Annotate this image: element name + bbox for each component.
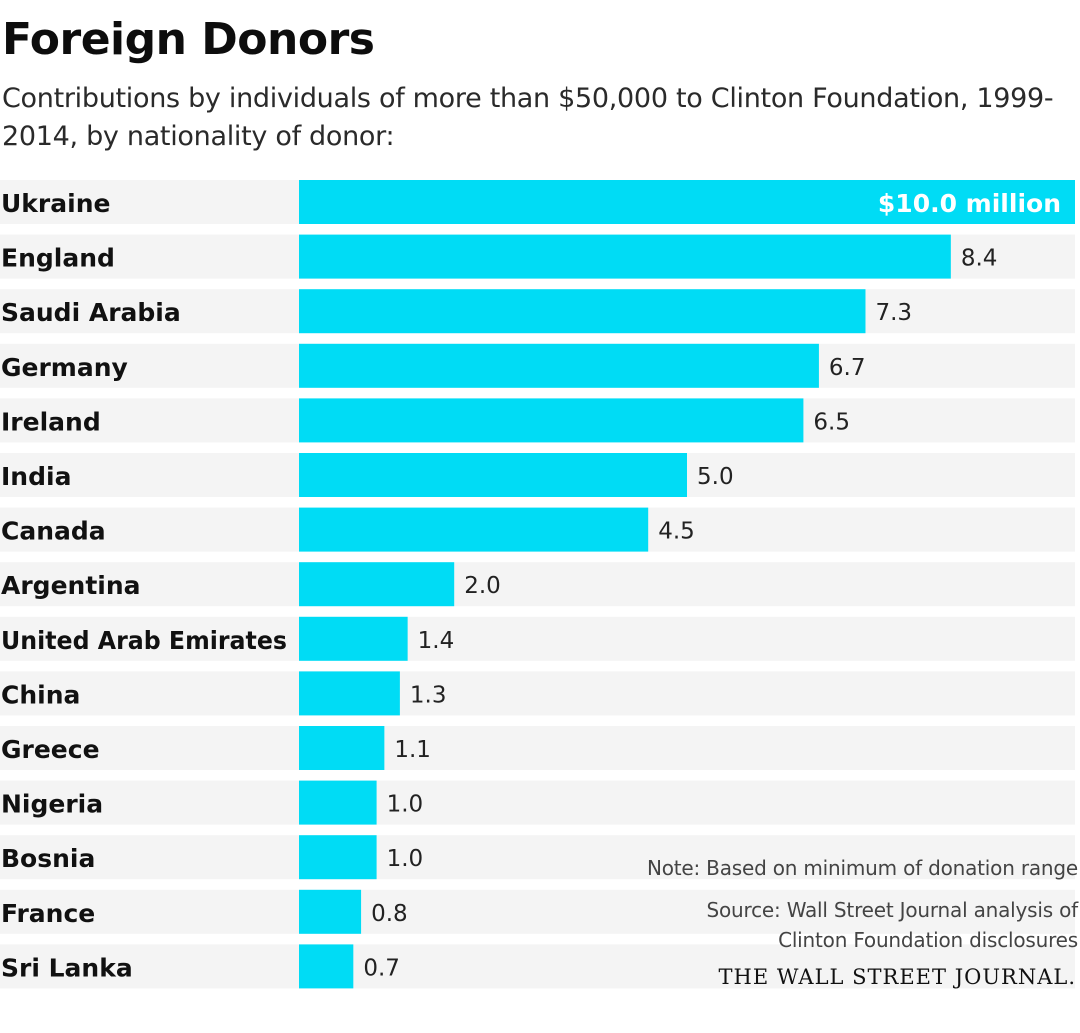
category-label: Ukraine bbox=[1, 189, 110, 218]
chart-subtitle: Contributions by individuals of more tha… bbox=[2, 83, 1054, 152]
category-label: Saudi Arabia bbox=[1, 298, 181, 327]
wsj-logo: THE WALL STREET JOURNAL. bbox=[718, 965, 1076, 989]
source-line-1: Source: Wall Street Journal analysis of bbox=[706, 898, 1079, 922]
note-text: Note: Based on minimum of donation range bbox=[646, 856, 1078, 880]
value-label: 1.1 bbox=[394, 737, 431, 763]
category-label: Argentina bbox=[1, 571, 141, 600]
value-label: 7.3 bbox=[875, 300, 912, 326]
row-band bbox=[0, 562, 1075, 607]
row-band bbox=[0, 835, 1075, 880]
value-label: 8.4 bbox=[961, 246, 998, 272]
value-label: 1.0 bbox=[387, 846, 424, 872]
category-label: China bbox=[1, 680, 80, 709]
bar bbox=[299, 343, 819, 388]
row-band bbox=[0, 780, 1075, 825]
value-label: 2.0 bbox=[464, 573, 501, 599]
chart-title: Foreign Donors bbox=[2, 14, 375, 65]
category-label: India bbox=[1, 462, 71, 491]
category-label: Bosnia bbox=[1, 844, 95, 873]
category-label: Greece bbox=[1, 735, 100, 764]
bar bbox=[299, 671, 400, 716]
bar bbox=[299, 889, 362, 934]
row-band bbox=[0, 671, 1075, 716]
row-band bbox=[0, 726, 1075, 770]
value-label: 0.7 bbox=[363, 955, 400, 981]
bar bbox=[299, 562, 455, 607]
value-label: 1.4 bbox=[418, 628, 455, 654]
category-label: Canada bbox=[1, 517, 106, 546]
value-label: 4.5 bbox=[658, 519, 695, 545]
bar-chart: Ukraine $10.0 million England 8.4 Saudi Arab… bbox=[0, 180, 1075, 989]
bar bbox=[299, 780, 377, 825]
row-band bbox=[0, 616, 1075, 661]
source-line-2: Clinton Foundation disclosures bbox=[778, 928, 1078, 952]
bar bbox=[299, 180, 1075, 224]
bar bbox=[299, 944, 354, 989]
row-band bbox=[0, 944, 1075, 989]
value-label: 0.8 bbox=[371, 901, 408, 927]
category-label: United Arab Emirates bbox=[1, 626, 287, 655]
value-label: $10.0 million bbox=[878, 189, 1061, 218]
category-label: Ireland bbox=[1, 407, 101, 436]
row-band bbox=[0, 889, 1075, 934]
bar bbox=[299, 726, 385, 770]
value-label: 1.0 bbox=[387, 792, 424, 818]
category-label: Sri Lanka bbox=[1, 953, 133, 982]
bar bbox=[299, 234, 951, 279]
value-label: 6.5 bbox=[813, 409, 850, 435]
bar bbox=[299, 507, 649, 552]
category-label: France bbox=[1, 899, 95, 928]
bar bbox=[299, 616, 408, 661]
category-label: Nigeria bbox=[1, 790, 103, 819]
bar bbox=[299, 453, 687, 497]
value-label: 6.7 bbox=[829, 355, 866, 381]
bar bbox=[299, 835, 377, 880]
value-label: 5.0 bbox=[697, 464, 734, 490]
category-label: Germany bbox=[1, 353, 128, 382]
bar bbox=[299, 398, 804, 443]
category-label: England bbox=[1, 244, 115, 273]
value-label: 1.3 bbox=[410, 682, 447, 708]
bar bbox=[299, 289, 866, 334]
